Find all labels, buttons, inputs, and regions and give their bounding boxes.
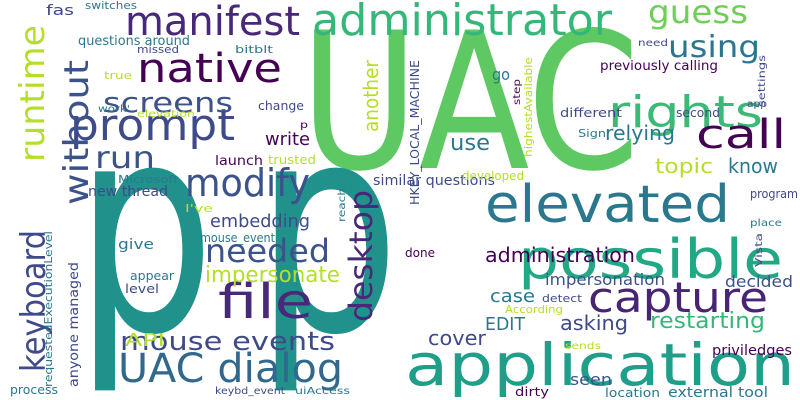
word: priviledges [712,343,792,359]
word: detect [542,292,583,305]
word: go [492,65,510,84]
word: possible [518,228,783,291]
word: trusted [268,153,316,167]
word: asking [560,311,628,335]
word: highestAvailable [522,57,535,157]
word: decided [725,272,793,291]
word: mouse_event [200,231,275,245]
word: work' [98,104,130,115]
word: administration [485,243,635,267]
word: step [512,79,523,105]
word: Vista [754,233,765,267]
word: API [125,330,165,351]
word: second [676,106,720,120]
word: rights [608,87,763,138]
word: write [265,129,310,150]
word: I've [185,202,213,215]
word: impersonation [545,270,665,289]
word: similar questions [373,173,495,189]
word: application [405,331,795,399]
word: another [359,59,383,132]
word: bitblt [235,43,274,56]
word: p [75,62,215,399]
word: without [57,60,97,205]
word: level [125,282,159,296]
word: dirty [515,385,549,399]
word: place [750,218,782,229]
word: desktop [342,190,380,322]
word: questions around [78,34,190,49]
word: screens [103,86,233,119]
word: fas [46,3,74,19]
word: seen [570,370,612,389]
word: EDIT [485,314,526,335]
word: call [696,112,786,158]
word: switches [85,0,137,12]
word: impersonate [205,263,340,288]
word: give [118,237,154,253]
word: case [490,286,535,307]
word: HKEY_LOCAL_MACHINE [408,60,422,205]
word: UAC dialog [118,346,343,392]
word: program [750,187,798,201]
word: mouse events [120,327,335,357]
word: elevated [485,175,730,235]
word: prompt [70,100,235,151]
word: different [560,106,622,120]
word: file [218,274,313,330]
word: embedding [210,211,310,232]
word: launch [215,154,263,169]
word: keybd_event [215,386,285,397]
word: true [104,69,132,82]
word: change [258,99,304,113]
word: external tool [668,385,768,400]
word: p [255,62,400,399]
word: modify [185,161,310,205]
word: relying [605,121,675,145]
word: new thread [88,184,168,200]
word: native [137,46,282,92]
word: anyone managed [67,262,82,387]
word: appear [130,269,174,283]
word: using [668,30,760,65]
word: topic [655,154,713,178]
word: use [450,131,490,156]
word: know [728,154,778,178]
word: uiAccess [295,386,350,397]
word: According [505,303,563,316]
word: need [638,38,668,49]
word: process [10,383,58,397]
word: guess [648,0,748,31]
word: developed [462,169,524,183]
word: Sign [578,127,606,140]
word: run [95,141,155,176]
word: previously calling [600,59,718,74]
word: needed [205,232,330,270]
word: keyboard [14,230,54,372]
word: settings [757,55,768,107]
word: Microsoft [118,173,179,186]
word: sends [565,341,601,352]
word: elevation [137,109,195,120]
word: capture [588,273,768,322]
word: requestedExecutionLevel [42,231,55,387]
word: p [300,120,308,131]
word: reach [337,188,348,222]
word: done [405,246,435,260]
word: restarting [650,309,765,334]
word: runtime [13,25,53,162]
word: administrator [312,0,613,46]
word: UAC [300,0,640,213]
word: location [605,386,660,400]
word: manifest [125,0,300,45]
word: cover [428,326,487,350]
word: app [747,99,767,110]
word: missed [137,43,179,56]
